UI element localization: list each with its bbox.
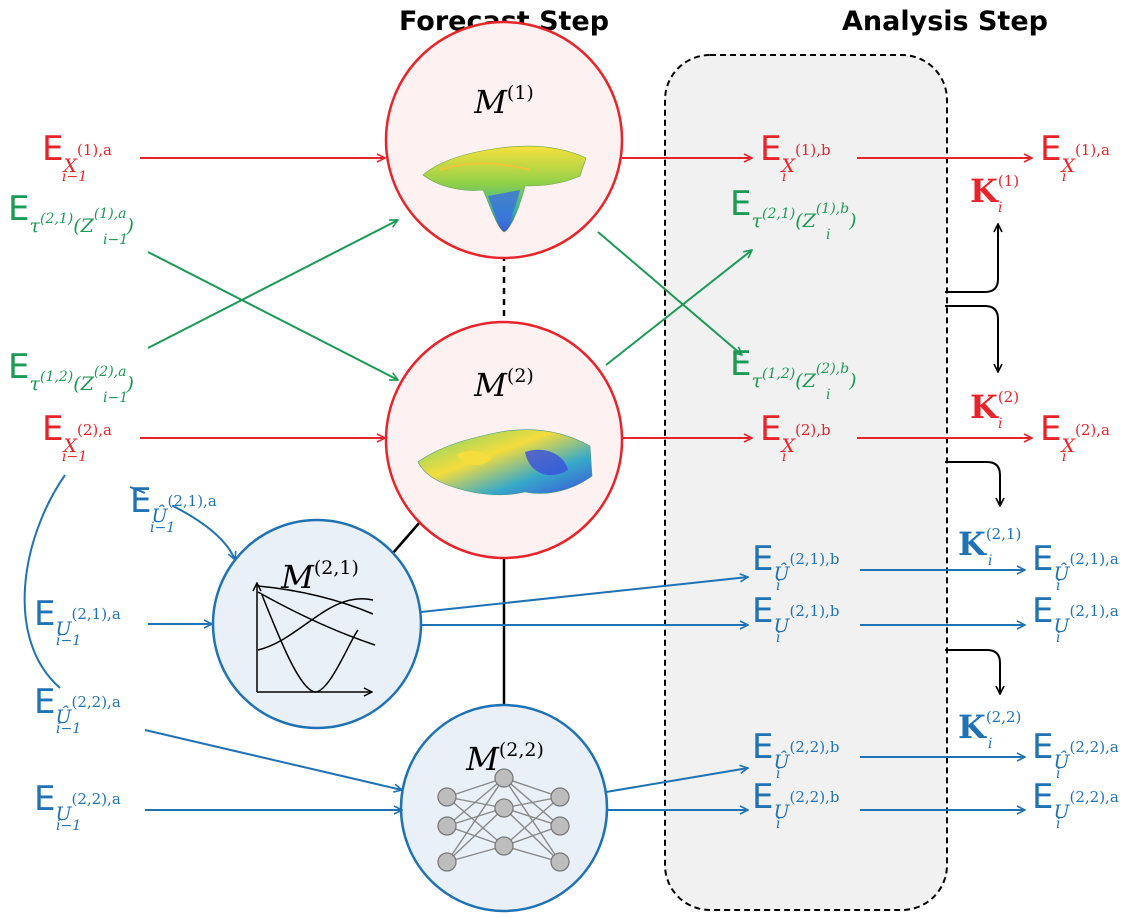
model-21-label: M(2,1) — [280, 557, 359, 596]
an-x1-label: EX(1),a i — [1040, 129, 1110, 185]
gain-k21-label: K(2,1) i — [958, 525, 1021, 569]
an-uhat21-label: EÛ(2,1),a i — [1032, 539, 1119, 594]
arrow-to-k2 — [945, 305, 998, 372]
arrow-x2-to-m21 — [129, 486, 235, 560]
curve-plot-icon — [257, 583, 376, 692]
left-tau21-label: Eτ(2,1)(Z(1),a) i−1 — [8, 189, 134, 248]
arrow-m1-to-tau12b — [597, 231, 742, 355]
surface-plot-icon — [422, 145, 587, 233]
bg-uhat21-label: EÛ(2,1),b i — [752, 539, 839, 594]
curve-x2-to-uhat22 — [23, 474, 66, 689]
gain-k1-label: K(1) i — [970, 172, 1019, 216]
arrow-m21-to-uhat21b — [420, 577, 748, 613]
arrow-uhat22-to-m22 — [144, 729, 402, 790]
arrow-tau12-to-m1 — [147, 219, 398, 349]
left-u21-label: EU(2,1),a i−1 — [34, 594, 121, 649]
model-22-label: M(2,2) — [465, 739, 544, 778]
bg-tau12-label: Eτ(1,2)(Z(2),b) i — [730, 344, 857, 403]
an-x2-label: EX(2),a i — [1040, 409, 1110, 465]
model-1-label: M(1) — [473, 82, 534, 121]
gain-k2-label: K(2) i — [970, 388, 1019, 432]
arrow-m2-to-tau21b — [605, 250, 752, 366]
arrow-to-k21 — [945, 461, 1000, 506]
arrow-to-k22 — [945, 649, 1000, 694]
analysis-step-title: Analysis Step — [842, 6, 1048, 37]
model-1-circle — [384, 20, 624, 260]
bg-x1-label: EX(1),b i — [760, 129, 831, 185]
bg-x2-label: EX(2),b i — [760, 409, 831, 465]
left-uhat22-label: EÛ(2,2),a i−1 — [34, 682, 121, 737]
arrow-to-k1 — [945, 224, 998, 293]
analysis-panel — [664, 54, 948, 911]
an-u21-label: EU(2,1),a i — [1032, 591, 1119, 646]
an-uhat22-label: EÛ(2,2),a i — [1032, 727, 1119, 782]
left-uhat21-label: EÛ(2,1),a i−1 — [130, 481, 217, 536]
bg-tau21-label: Eτ(2,1)(Z(1),b) i — [730, 184, 857, 243]
bg-u22-label: EU(2,2),b i — [752, 777, 839, 832]
an-u22-label: EU(2,2),a i — [1032, 777, 1119, 832]
left-u22-label: EU(2,2),a i−1 — [34, 779, 121, 834]
neural-network-icon — [437, 768, 570, 872]
surface-plot-icon — [417, 429, 593, 496]
left-tau12-label: Eτ(1,2)(Z(2),a) i−1 — [8, 347, 134, 406]
gain-k22-label: K(2,2) i — [958, 708, 1021, 752]
arrow-m22-to-uhat22b — [605, 768, 748, 793]
bg-uhat22-label: EÛ(2,2),b i — [752, 727, 839, 782]
model-2-label: M(2) — [473, 365, 534, 404]
model-21-circle — [211, 518, 423, 730]
left-x1-label: EX(1),a i−1 — [42, 129, 112, 185]
arrow-tau21-to-m2 — [147, 251, 398, 381]
bg-u21-label: EU(2,1),b i — [752, 591, 839, 646]
m2-m21-link — [392, 521, 421, 554]
left-x2-label: EX(2),a i−1 — [42, 409, 112, 465]
